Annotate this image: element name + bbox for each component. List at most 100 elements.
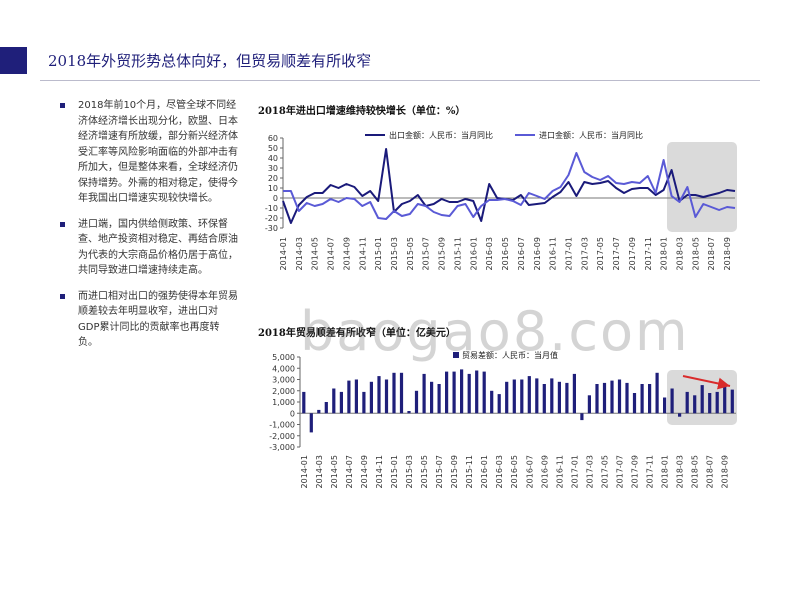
- x-tick-label: 2016-07: [525, 455, 534, 488]
- bar: [587, 395, 591, 414]
- bullet-text: 进口端，国内供给侧政策、环保督查、地产投资相对稳定、再结合原油为代表的大宗商品价…: [78, 218, 238, 277]
- x-tick-label: 2014-05: [311, 237, 320, 270]
- x-tick-label: 2016-11: [549, 237, 558, 270]
- bar: [399, 372, 404, 414]
- bar: [302, 391, 306, 414]
- bullet-item: 进口端，国内供给侧政策、环保督查、地产投资相对稳定、再结合原油为代表的大宗商品价…: [58, 217, 238, 279]
- x-tick-label: 2016-03: [485, 237, 494, 270]
- x-tick-label: 2014-07: [327, 237, 336, 270]
- x-tick-label: 2016-07: [517, 237, 526, 270]
- bar: [625, 382, 629, 414]
- bar: [617, 379, 622, 414]
- bar: [655, 372, 659, 414]
- bar: [663, 397, 667, 414]
- bar: [324, 402, 328, 414]
- x-tick-label: 2018-07: [707, 237, 716, 270]
- x-tick-label: 2017-01: [564, 237, 573, 270]
- watermark: baogao8.com: [300, 300, 690, 363]
- bullet-marker: [60, 103, 65, 108]
- bar: [505, 381, 509, 414]
- page-title: 2018年外贸形势总体向好，但贸易顺差有所收窄: [48, 52, 372, 70]
- x-tick-label: 2015-03: [405, 455, 414, 488]
- x-tick-label: 2014-11: [358, 237, 367, 270]
- y-tick-label: 4,000: [272, 364, 295, 373]
- x-tick-label: 2015-09: [438, 237, 447, 270]
- bar: [685, 391, 689, 414]
- x-tick-label: 2016-11: [555, 455, 564, 488]
- bullet-item: 而进口相对出口的强势使得本年贸易顺差较去年明显收窄，进出口对GDP累计同比的贡献…: [58, 289, 238, 351]
- title-divider: [40, 80, 760, 81]
- x-tick-label: 2014-03: [295, 237, 304, 270]
- bar: [723, 385, 727, 414]
- bar: [557, 381, 561, 414]
- x-tick-label: 2018-05: [691, 237, 700, 270]
- y-tick-label: 30: [268, 164, 278, 173]
- y-tick-label: 50: [268, 144, 278, 153]
- x-tick-label: 2014-01: [300, 455, 309, 488]
- bar: [700, 385, 704, 414]
- x-tick-label: 2015-07: [435, 455, 444, 488]
- bar: [595, 384, 599, 414]
- x-tick-label: 2015-09: [450, 455, 459, 488]
- bar: [445, 371, 449, 414]
- x-tick-label: 2017-09: [628, 237, 637, 270]
- bar: [602, 382, 607, 414]
- y-tick-label: 60: [268, 134, 278, 143]
- bar: [512, 379, 516, 414]
- bar: [542, 384, 546, 414]
- bar: [422, 373, 426, 414]
- bar: [460, 369, 464, 414]
- x-tick-label: 2014-09: [360, 455, 369, 488]
- bar: [632, 393, 637, 414]
- legend-label: 出口金额：人民币：当月同比: [389, 130, 493, 140]
- bar: [430, 381, 434, 414]
- bar: [369, 381, 373, 414]
- bar: [535, 378, 539, 414]
- y-tick-label: 2,000: [272, 387, 295, 396]
- bar: [317, 409, 321, 414]
- x-tick-label: 2017-11: [646, 455, 655, 488]
- import-growth-line: [283, 152, 736, 220]
- x-tick-label: 2016-01: [469, 237, 478, 270]
- bar: [347, 380, 351, 414]
- x-tick-label: 2018-05: [691, 455, 700, 488]
- bar: [339, 391, 343, 414]
- bullet-text: 2018年前10个月，尽管全球不同经济体经济增长出现分化，欧盟、日本经济增速有所…: [78, 100, 238, 204]
- y-tick-label: 5,000: [272, 353, 295, 362]
- y-tick-label: 0: [290, 409, 295, 418]
- bar: [693, 395, 697, 414]
- bar: [497, 394, 501, 414]
- x-tick-label: 2015-05: [406, 237, 415, 270]
- x-tick-label: 2018-07: [706, 455, 715, 488]
- bar: [384, 379, 389, 414]
- trend-arrow: [682, 375, 731, 390]
- bar: [580, 413, 584, 421]
- x-tick-label: 2015-01: [374, 237, 383, 270]
- y-tick-label: 10: [268, 184, 278, 193]
- bar: [565, 382, 569, 414]
- y-tick-label: 20: [268, 174, 278, 183]
- bar: [610, 380, 614, 414]
- x-tick-label: 2014-03: [315, 455, 324, 488]
- bar: [670, 388, 674, 414]
- bar: [332, 388, 336, 414]
- x-tick-label: 2015-05: [420, 455, 429, 488]
- bar: [414, 390, 419, 414]
- x-tick-label: 2014-07: [345, 455, 354, 488]
- x-tick-label: 2017-07: [612, 237, 621, 270]
- bar: [550, 378, 554, 414]
- bar: [648, 384, 652, 414]
- surplus-chart-title: 2018年贸易顺差有所收窄（单位：亿美元）: [258, 328, 456, 339]
- legend-label: 贸易差额：人民币：当月值: [462, 350, 558, 360]
- bar: [572, 373, 576, 414]
- x-tick-label: 2018-01: [661, 455, 670, 488]
- x-tick-label: 2018-03: [675, 237, 684, 270]
- x-tick-label: 2016-09: [533, 237, 542, 270]
- bar: [715, 391, 719, 414]
- x-tick-label: 2014-11: [375, 455, 384, 488]
- bar: [527, 376, 531, 414]
- bar: [520, 379, 524, 414]
- x-tick-label: 2015-07: [422, 237, 431, 270]
- bullet-text: 而进口相对出口的强势使得本年贸易顺差较去年明显收窄，进出口对GDP累计同比的贡献…: [78, 290, 238, 349]
